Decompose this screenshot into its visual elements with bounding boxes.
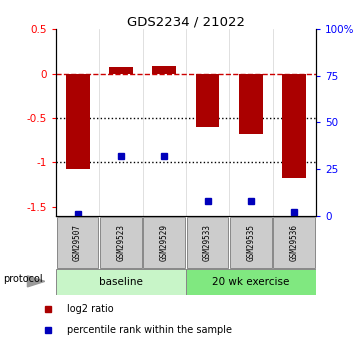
Text: GSM29536: GSM29536	[290, 224, 299, 261]
Bar	[109, 68, 133, 74]
Text: GSM29523: GSM29523	[117, 224, 125, 261]
Bar	[273, 217, 315, 268]
Polygon shape	[27, 276, 45, 287]
Title: GDS2234 / 21022: GDS2234 / 21022	[127, 15, 245, 28]
Bar	[143, 217, 185, 268]
Bar	[282, 74, 306, 178]
Bar	[66, 74, 90, 169]
Bar	[100, 217, 142, 268]
Text: GSM29533: GSM29533	[203, 224, 212, 261]
Text: GSM29535: GSM29535	[247, 224, 255, 261]
Text: GSM29529: GSM29529	[160, 224, 169, 261]
Text: log2 ratio: log2 ratio	[67, 304, 114, 314]
Text: protocol: protocol	[4, 274, 43, 284]
Bar	[56, 269, 186, 295]
Bar	[152, 66, 176, 74]
Bar	[57, 217, 99, 268]
Bar	[196, 74, 219, 127]
Bar	[230, 217, 272, 268]
Text: baseline: baseline	[99, 277, 143, 287]
Bar	[239, 74, 263, 134]
Text: 20 wk exercise: 20 wk exercise	[212, 277, 290, 287]
Bar	[187, 217, 229, 268]
Bar	[186, 269, 316, 295]
Text: GSM29507: GSM29507	[73, 224, 82, 261]
Text: percentile rank within the sample: percentile rank within the sample	[67, 325, 232, 335]
